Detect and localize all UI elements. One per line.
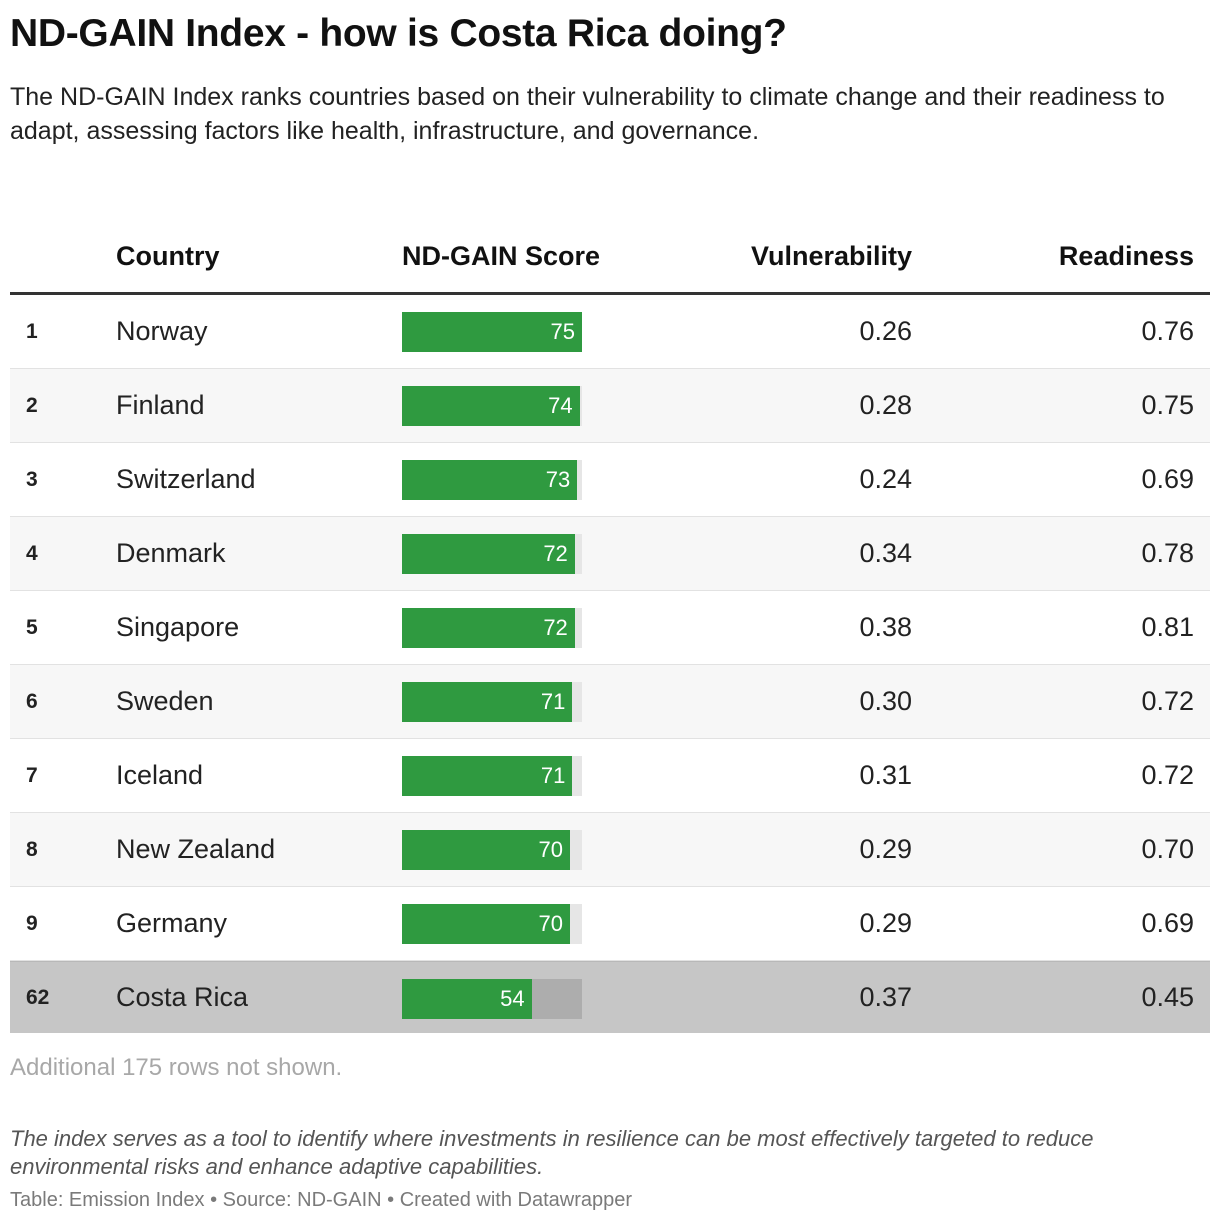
score-value: 72	[543, 615, 568, 640]
readiness-cell: 0.69	[1141, 908, 1194, 938]
vulnerability-cell: 0.24	[859, 464, 912, 494]
score-bar: 70	[402, 904, 570, 944]
vulnerability-cell: 0.34	[859, 538, 912, 568]
column-header-vulnerability[interactable]: Vulnerability	[750, 241, 912, 271]
score-bar: 70	[402, 830, 570, 870]
table-row: 1 Norway 75 0.26 0.76	[10, 295, 1210, 369]
vulnerability-cell: 0.26	[859, 316, 912, 346]
column-header-country[interactable]: Country	[116, 241, 220, 271]
score-bar-track: 70	[402, 904, 582, 944]
country-cell: Costa Rica	[116, 982, 249, 1012]
score-bar: 74	[402, 386, 580, 426]
country-cell: Finland	[116, 390, 205, 420]
chart-subtitle: The ND-GAIN Index ranks countries based …	[10, 83, 1165, 145]
score-value: 73	[545, 467, 571, 492]
rank-cell: 5	[26, 615, 38, 639]
score-value: 70	[538, 837, 563, 862]
table-row: 8 New Zealand 70 0.29 0.70	[10, 813, 1210, 887]
chart-caption: The index serves as a tool to identify w…	[10, 1126, 1094, 1179]
table-row: 2 Finland 74 0.28 0.75	[10, 369, 1210, 443]
score-value: 75	[550, 319, 575, 344]
score-bar: 73	[402, 460, 578, 500]
country-cell: Germany	[116, 908, 228, 938]
readiness-cell: 0.78	[1141, 538, 1194, 568]
score-bar-track: 74	[402, 386, 582, 426]
score-bar-track: 72	[402, 534, 582, 574]
table-row: 9 Germany 70 0.29 0.69	[10, 887, 1210, 961]
column-header-score[interactable]: ND-GAIN Score	[402, 241, 601, 271]
table-body: 1 Norway 75 0.26 0.76 2 Finland 74 0.28 0.75 3 Swit…	[10, 295, 1210, 1033]
vulnerability-cell: 0.31	[859, 760, 912, 790]
score-bar-track: 71	[402, 682, 582, 722]
rank-cell: 9	[26, 911, 38, 935]
table-row: 7 Iceland 71 0.31 0.72	[10, 739, 1210, 813]
data-table: Country ND-GAIN Score Vulnerability Read…	[10, 196, 1210, 1033]
vulnerability-cell: 0.38	[859, 612, 912, 642]
country-cell: Switzerland	[116, 464, 256, 494]
column-header-readiness[interactable]: Readiness	[1058, 241, 1194, 271]
readiness-cell: 0.75	[1141, 390, 1194, 420]
score-bar: 54	[402, 979, 532, 1019]
rank-cell: 62	[26, 985, 50, 1009]
score-bar: 75	[402, 312, 582, 352]
rank-cell: 4	[26, 541, 38, 565]
chart-title: ND-GAIN Index - how is Costa Rica doing?	[10, 12, 787, 55]
readiness-cell: 0.72	[1141, 760, 1194, 790]
vulnerability-cell: 0.28	[859, 390, 912, 420]
score-value: 71	[540, 689, 566, 714]
table-row-highlight: 62 Costa Rica 54 0.37 0.45	[10, 961, 1210, 1033]
score-bar-track: 73	[402, 460, 582, 500]
readiness-cell: 0.81	[1141, 612, 1194, 642]
vulnerability-cell: 0.29	[859, 834, 912, 864]
rank-cell: 3	[26, 467, 38, 491]
readiness-cell: 0.45	[1141, 982, 1194, 1012]
table-row: 3 Switzerland 73 0.24 0.69	[10, 443, 1210, 517]
score-bar: 71	[402, 682, 573, 722]
readiness-cell: 0.69	[1141, 464, 1194, 494]
vulnerability-cell: 0.29	[859, 908, 912, 938]
vulnerability-cell: 0.30	[859, 686, 912, 716]
country-cell: Norway	[116, 316, 208, 346]
readiness-cell: 0.72	[1141, 686, 1194, 716]
source-line: Table: Emission Index • Source: ND-GAIN …	[10, 1189, 633, 1211]
score-bar-track: 71	[402, 756, 582, 796]
rank-cell: 7	[26, 763, 38, 787]
country-cell: New Zealand	[116, 834, 276, 864]
score-bar: 72	[402, 608, 575, 648]
table-notes: Additional 175 rows not shown.	[10, 1054, 343, 1081]
score-value: 72	[543, 541, 568, 566]
country-cell: Sweden	[116, 686, 214, 716]
score-bar-track: 72	[402, 608, 582, 648]
score-value: 70	[538, 911, 563, 936]
readiness-cell: 0.70	[1141, 834, 1194, 864]
rank-cell: 8	[26, 837, 38, 861]
table-row: 6 Sweden 71 0.30 0.72	[10, 665, 1210, 739]
country-cell: Singapore	[116, 612, 240, 642]
table-row: 4 Denmark 72 0.34 0.78	[10, 517, 1210, 591]
rank-cell: 6	[26, 689, 38, 713]
score-bar: 72	[402, 534, 575, 574]
score-bar-track: 75	[402, 312, 582, 352]
table-header: Country ND-GAIN Score Vulnerability Read…	[10, 196, 1210, 295]
country-cell: Iceland	[116, 760, 204, 790]
score-bar: 71	[402, 756, 573, 796]
score-bar-track: 54	[402, 979, 582, 1019]
readiness-cell: 0.76	[1141, 316, 1194, 346]
vulnerability-cell: 0.37	[859, 982, 912, 1012]
rank-cell: 1	[26, 319, 38, 343]
score-value: 74	[548, 393, 573, 418]
country-cell: Denmark	[116, 538, 226, 568]
rank-cell: 2	[26, 393, 38, 417]
score-value: 54	[500, 986, 525, 1011]
score-value: 71	[540, 763, 566, 788]
score-bar-track: 70	[402, 830, 582, 870]
table-row: 5 Singapore 72 0.38 0.81	[10, 591, 1210, 665]
